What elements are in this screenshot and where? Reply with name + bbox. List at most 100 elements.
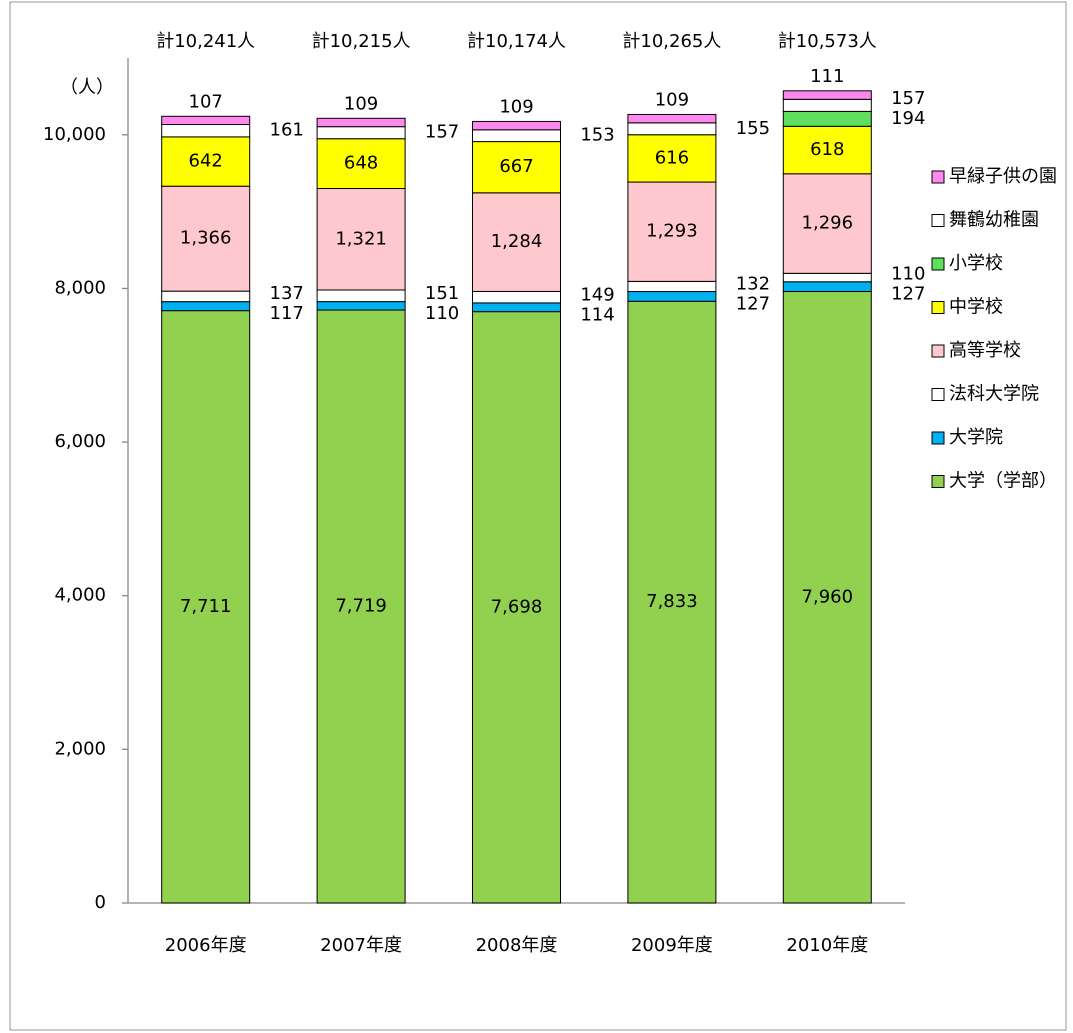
- bar-segment: [472, 129, 561, 143]
- bar-segment: [161, 290, 251, 303]
- value-label: 127: [891, 284, 925, 305]
- x-tick-label: 2009年度: [631, 935, 713, 956]
- value-label: 151: [425, 283, 459, 304]
- legend-swatch: [931, 431, 945, 445]
- bar-segment: [782, 272, 872, 283]
- total-label: 計10,174人: [467, 31, 566, 52]
- x-tick-label: 2008年度: [476, 935, 558, 956]
- bar-segment: [316, 138, 406, 190]
- bar-segment: [782, 110, 872, 127]
- value-label: 7,719: [335, 596, 387, 617]
- value-label: 1,366: [180, 228, 232, 249]
- y-tick-label: 6,000: [54, 431, 106, 452]
- y-tick-label: 4,000: [54, 585, 106, 606]
- legend-label: 大学院: [949, 427, 1003, 448]
- x-tick-label: 2007年度: [320, 935, 402, 956]
- x-tick-label: 2006年度: [165, 935, 247, 956]
- value-label: 7,711: [180, 596, 232, 617]
- value-label: 153: [580, 125, 614, 146]
- y-tick-label: 2,000: [54, 738, 106, 759]
- value-label: 157: [891, 88, 925, 109]
- legend-swatch: [931, 257, 945, 271]
- total-label: 計10,573人: [778, 31, 877, 52]
- value-label: 1,293: [646, 221, 698, 242]
- bar-segment: [627, 300, 717, 904]
- y-unit: （人）: [60, 77, 114, 98]
- total-label: 計10,265人: [622, 31, 721, 52]
- bar-segment: [627, 181, 717, 282]
- legend-label: 小学校: [949, 253, 1003, 274]
- bar-segment: [627, 113, 717, 124]
- legend-swatch: [931, 388, 945, 401]
- value-label: 7,698: [491, 596, 543, 617]
- bar-segment: [472, 192, 561, 292]
- y-tick-label: 10,000: [43, 124, 106, 145]
- value-label: 161: [270, 120, 304, 141]
- value-label: 194: [891, 108, 925, 129]
- value-label: 127: [736, 293, 770, 314]
- bar-segment: [316, 117, 406, 128]
- value-label: 109: [344, 93, 378, 114]
- value-label: 117: [270, 303, 304, 324]
- legend-swatch: [931, 475, 945, 488]
- value-label: 149: [580, 284, 614, 305]
- value-label: 1,296: [802, 213, 854, 234]
- legend-swatch: [931, 170, 945, 184]
- legend-label: 中学校: [949, 297, 1003, 318]
- bar-segment: [472, 141, 561, 194]
- bar-segment: [782, 173, 872, 274]
- legend-swatch: [931, 301, 945, 314]
- frame: [9, 1, 1067, 1031]
- legend-label: 早緑子供の園: [949, 166, 1057, 187]
- legend-label: 舞鶴幼稚園: [949, 210, 1039, 231]
- value-label: 642: [189, 151, 223, 172]
- value-label: 648: [344, 153, 378, 174]
- value-label: 7,833: [646, 591, 698, 612]
- total-label: 計10,215人: [312, 31, 411, 52]
- bar-segment: [161, 310, 251, 904]
- value-label: 157: [425, 122, 459, 143]
- value-label: 109: [655, 89, 689, 110]
- bar-segment: [161, 301, 251, 312]
- y-tick-label: 8,000: [54, 277, 106, 298]
- value-label: 1,284: [491, 231, 543, 252]
- x-tick-label: 2010年度: [786, 935, 868, 956]
- bar-segment: [782, 281, 872, 293]
- value-label: 110: [891, 264, 925, 285]
- bar-segment: [316, 289, 406, 303]
- value-label: 155: [736, 118, 770, 139]
- value-label: 109: [499, 96, 533, 117]
- legend-swatch: [931, 214, 945, 227]
- bar-segment: [472, 290, 561, 304]
- bar-segment: [161, 124, 251, 138]
- bar-segment: [316, 301, 406, 311]
- bar-segment: [782, 90, 872, 100]
- bar-segment: [472, 311, 561, 904]
- value-label: 667: [499, 156, 533, 177]
- value-label: 137: [270, 283, 304, 304]
- value-label: 107: [189, 91, 223, 112]
- bar-segment: [627, 122, 717, 136]
- bar-segment: [627, 134, 717, 183]
- y-tick-label: 0: [95, 892, 106, 913]
- value-label: 616: [655, 147, 689, 168]
- value-label: 110: [425, 303, 459, 324]
- bar-segment: [782, 291, 872, 904]
- bar-segment: [627, 280, 717, 293]
- value-label: 1,321: [335, 228, 387, 249]
- value-label: 7,960: [802, 586, 854, 607]
- bar-segment: [472, 302, 561, 313]
- bar-segment: [782, 125, 872, 175]
- total-label: 計10,241人: [156, 31, 255, 52]
- value-label: 111: [810, 66, 844, 87]
- bar-segment: [161, 115, 251, 126]
- legend-label: 高等学校: [949, 340, 1021, 361]
- bar-segment: [627, 291, 717, 302]
- value-label: 132: [736, 273, 770, 294]
- value-label: 114: [580, 304, 614, 325]
- value-label: 618: [810, 139, 844, 160]
- bar-segment: [782, 98, 872, 112]
- legend-label: 法科大学院: [949, 384, 1039, 405]
- bar-segment: [316, 126, 406, 140]
